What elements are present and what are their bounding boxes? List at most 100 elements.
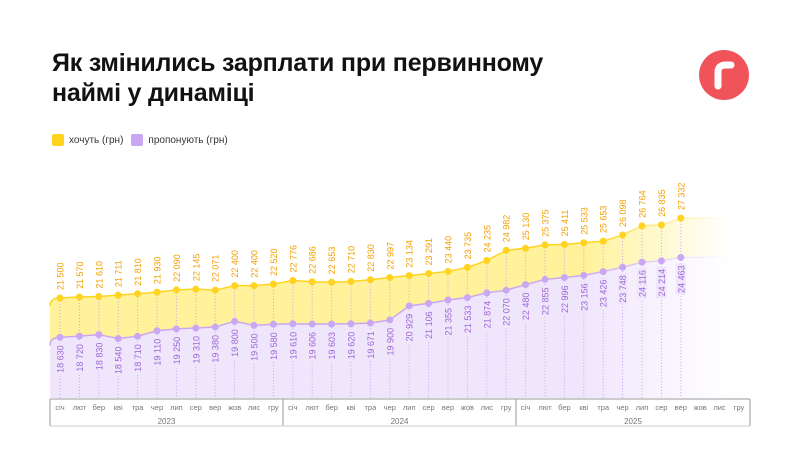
want-value-label: 21 810 (133, 258, 143, 286)
want-point (425, 269, 433, 277)
want-value-label: 21 930 (153, 257, 163, 285)
offer-point (463, 294, 471, 302)
month-tick-label: сер (190, 403, 202, 412)
label-bg (423, 309, 434, 341)
label-bg (55, 343, 65, 375)
want-point (153, 288, 161, 296)
want-point (172, 286, 180, 294)
offer-point (386, 316, 394, 324)
month-tick-label: лип (403, 403, 416, 412)
want-value-label: 24 982 (502, 215, 512, 243)
month-tick-label: січ (55, 403, 64, 412)
month-tick-label: кві (347, 403, 356, 412)
offer-value-label: 22 855 (541, 287, 551, 315)
offer-point (114, 335, 122, 343)
want-value-label: 22 400 (230, 250, 240, 278)
offer-value-label: 19 250 (172, 337, 182, 365)
month-tick-label: лют (306, 403, 320, 412)
label-bg (132, 342, 143, 374)
want-value-label: 26 098 (618, 199, 628, 227)
month-tick-label: сер (655, 403, 667, 412)
legend-swatch (131, 134, 144, 146)
label-bg (384, 325, 395, 358)
offer-value-label: 18 720 (75, 344, 85, 372)
want-value-label: 22 400 (250, 250, 260, 278)
want-value-label: 22 653 (327, 247, 337, 275)
label-bg (443, 305, 453, 338)
month-tick-label: кві (114, 403, 123, 412)
offer-value-label: 24 463 (676, 265, 686, 293)
want-point (502, 246, 510, 254)
want-value-label: 22 776 (288, 245, 298, 273)
offer-point (502, 286, 510, 294)
month-tick-label: лют (73, 403, 87, 412)
want-value-label: 25 533 (579, 207, 589, 235)
label-bg (93, 340, 104, 373)
offer-point (250, 321, 258, 329)
month-tick-label: січ (521, 403, 530, 412)
offer-point (425, 299, 433, 307)
want-value-label: 22 145 (191, 254, 201, 282)
want-value-label: 27 332 (676, 183, 686, 211)
want-point (619, 231, 627, 239)
want-value-label: 25 375 (541, 209, 551, 237)
offer-point (483, 289, 491, 297)
offer-point (308, 320, 316, 328)
month-tick-label: сер (423, 403, 435, 412)
label-bg (287, 329, 298, 362)
want-point (580, 239, 588, 247)
month-tick-label: січ (288, 403, 297, 412)
offer-point (134, 332, 142, 340)
month-tick-label: гру (734, 403, 745, 412)
label-bg (540, 285, 550, 317)
offer-value-label: 21 533 (463, 306, 473, 334)
want-point (560, 240, 568, 248)
label-bg (326, 329, 337, 362)
offer-point (75, 332, 83, 340)
offer-value-label: 21 106 (424, 311, 434, 339)
month-tick-label: жов (461, 403, 474, 412)
label-bg (210, 333, 221, 365)
want-value-label: 21 500 (56, 262, 66, 290)
want-point (231, 282, 239, 290)
label-bg (617, 273, 628, 305)
label-bg (559, 283, 570, 316)
want-value-label: 22 997 (385, 242, 395, 270)
label-bg (578, 281, 589, 313)
month-tick-label: вер (675, 403, 687, 412)
offer-point (657, 257, 665, 265)
want-point (405, 272, 413, 280)
offer-point (580, 271, 588, 279)
want-point (386, 273, 394, 281)
offer-value-label: 19 900 (385, 328, 395, 356)
want-value-label: 26 835 (657, 189, 667, 217)
offer-point (192, 324, 200, 332)
offer-value-label: 18 540 (114, 347, 124, 375)
want-point (75, 293, 83, 301)
month-tick-label: тра (597, 403, 610, 412)
want-value-label: 22 071 (211, 255, 221, 283)
offer-value-label: 24 214 (657, 269, 667, 297)
offer-point (95, 331, 103, 339)
offer-point (56, 333, 64, 341)
offer-value-label: 19 606 (308, 332, 318, 360)
offer-value-label: 21 355 (444, 308, 454, 336)
want-point (192, 285, 200, 293)
want-point (114, 291, 122, 299)
label-bg (637, 268, 647, 300)
offer-value-label: 23 426 (599, 280, 609, 308)
month-tick-label: гру (268, 403, 279, 412)
label-bg (520, 290, 531, 323)
label-bg (307, 329, 318, 362)
offer-point (677, 253, 685, 261)
offer-point (289, 320, 297, 328)
offer-value-label: 19 500 (250, 333, 260, 361)
offer-value-label: 19 800 (230, 329, 240, 357)
month-tick-label: лип (636, 403, 649, 412)
offer-value-label: 23 156 (579, 283, 589, 311)
offer-point (541, 275, 549, 283)
offer-point (347, 320, 355, 328)
month-tick-label: гру (501, 403, 512, 412)
want-point (56, 294, 64, 302)
want-value-label: 22 830 (366, 244, 376, 272)
